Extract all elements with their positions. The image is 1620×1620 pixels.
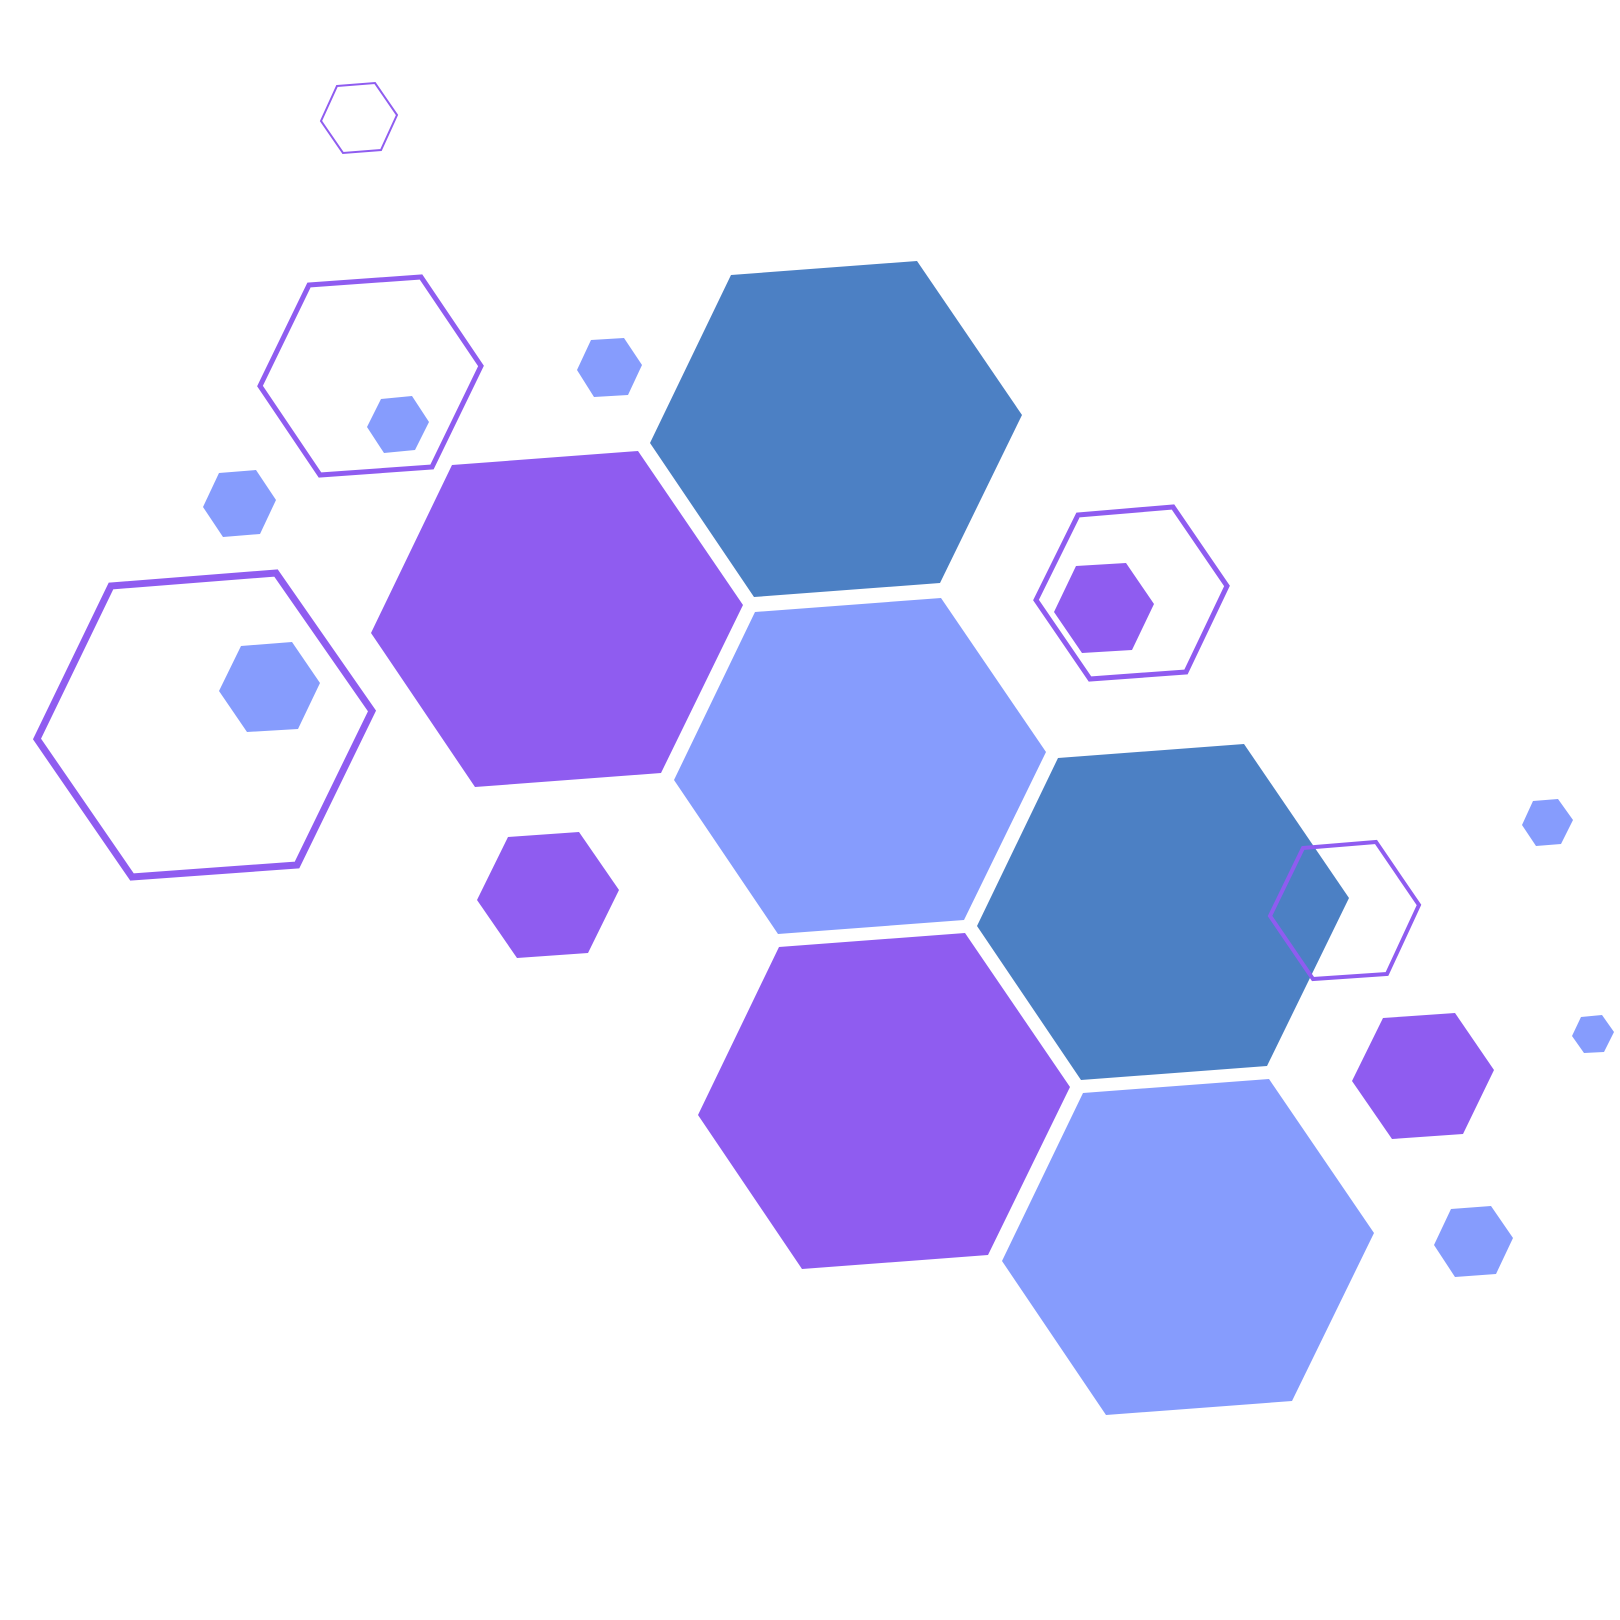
hexagon-small-bottom-right [1434,1206,1513,1277]
hexagon-periwinkle-bottom-right [1002,1079,1374,1415]
hexagon-small-far-right-edge [1572,1015,1614,1053]
hexagon-outline-large-left [32,569,377,881]
hexagon-small-top-center [577,338,642,397]
hexagon-small-inside-upper-outline [367,396,429,453]
hexagon-small-left [203,470,276,537]
hexagon-purple-left [371,451,743,787]
hexagon-periwinkle-center [674,598,1046,934]
hexagon-outline-right-middle [1033,504,1230,682]
hexagon-purple-medium-right [1352,1013,1494,1139]
hexagon-inside-large-outline [219,642,320,732]
hexagon-outline-overlap-right [1267,839,1422,982]
hexagon-purple-medium-left [477,832,619,958]
hexagon-outline-upper-left [257,274,484,478]
hexagon-steel-blue-right [977,744,1349,1080]
hexagon-steel-blue-top [650,261,1022,597]
hexagon-purple-inside-right-outline [1054,563,1154,653]
hexagon-small-far-right-upper [1522,799,1573,846]
hexagon-purple-bottom [698,933,1070,1269]
hexagon-outline-tiny-top [319,81,399,155]
